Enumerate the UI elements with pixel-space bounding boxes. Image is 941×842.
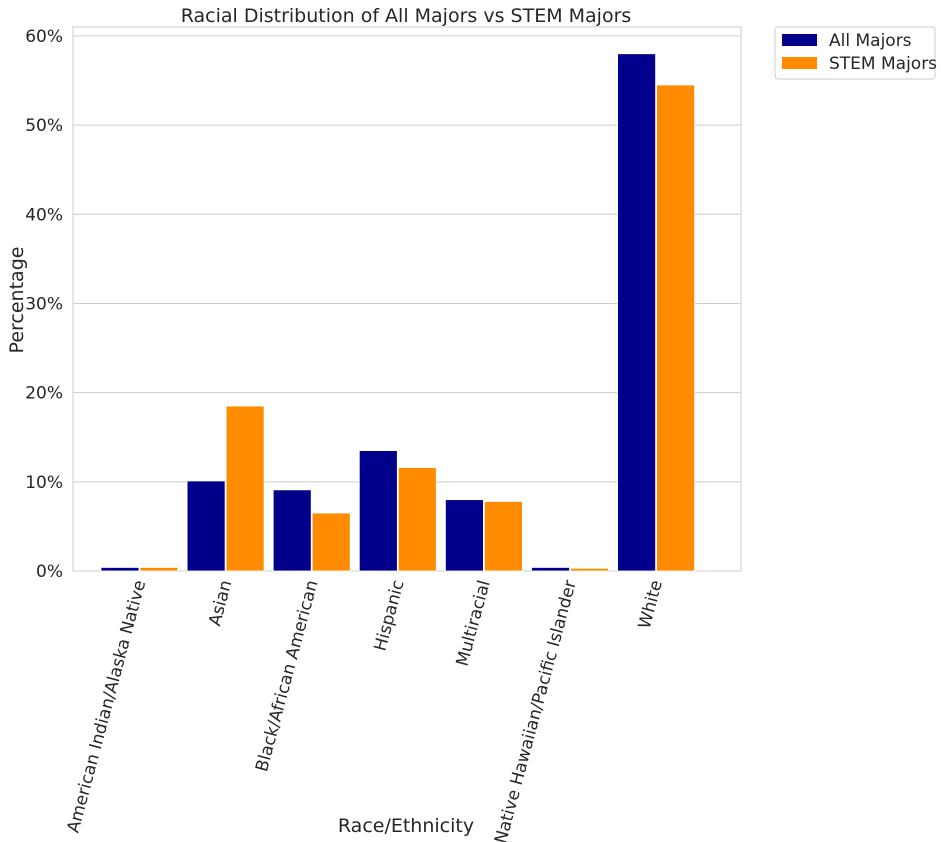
y-tick-label: 40% bbox=[25, 205, 63, 225]
bar-all-majors bbox=[358, 450, 398, 572]
x-tick-labels: American Indian/Alaska Native Asian Black/… bbox=[64, 578, 667, 842]
legend-swatch bbox=[782, 57, 817, 69]
bar-stem-majors bbox=[570, 567, 609, 572]
y-tick-label: 30% bbox=[25, 294, 63, 314]
x-tick-label: Black/African American bbox=[252, 578, 322, 774]
x-tick-label: Asian bbox=[205, 578, 236, 628]
bar-all-majors bbox=[186, 480, 226, 572]
bar-stem-majors bbox=[483, 501, 523, 572]
x-tick-label: Hispanic bbox=[371, 578, 409, 653]
bar-all-majors bbox=[272, 489, 312, 572]
legend-label: All Majors bbox=[829, 31, 912, 51]
x-tick-label: American Indian/Alaska Native bbox=[64, 578, 151, 835]
x-axis-label: Race/Ethnicity bbox=[338, 815, 474, 837]
y-tick-label: 0% bbox=[36, 562, 63, 582]
gridlines bbox=[73, 35, 741, 572]
x-tick-label: Multiracial bbox=[453, 578, 495, 668]
bars bbox=[100, 53, 695, 572]
y-axis-label: Percentage bbox=[6, 247, 28, 354]
legend-label: STEM Majors bbox=[829, 54, 937, 74]
x-tick-label: White bbox=[635, 578, 667, 631]
legend-swatch bbox=[782, 34, 817, 46]
bar-stem-majors bbox=[656, 84, 695, 572]
x-tick-label: Native Hawaiian/Pacific Islander bbox=[491, 578, 581, 842]
y-tick-label: 20% bbox=[25, 384, 63, 404]
bar-stem-majors bbox=[225, 405, 265, 572]
bar-all-majors bbox=[444, 499, 484, 572]
bar-all-majors bbox=[531, 567, 570, 572]
legend: All Majors STEM Majors bbox=[774, 26, 937, 80]
chart-title: Racial Distribution of All Majors vs STE… bbox=[181, 5, 632, 27]
y-tick-label: 60% bbox=[25, 27, 63, 47]
bar-stem-majors bbox=[311, 512, 351, 572]
y-tick-label: 50% bbox=[25, 116, 63, 136]
bar-stem-majors bbox=[139, 567, 179, 572]
bar-stem-majors bbox=[397, 467, 437, 572]
y-tick-label: 10% bbox=[25, 473, 63, 493]
bar-all-majors bbox=[100, 567, 140, 572]
y-tick-labels: 0% 10% 20% 30% 40% 50% 60% bbox=[25, 27, 63, 582]
bar-all-majors bbox=[617, 53, 656, 572]
